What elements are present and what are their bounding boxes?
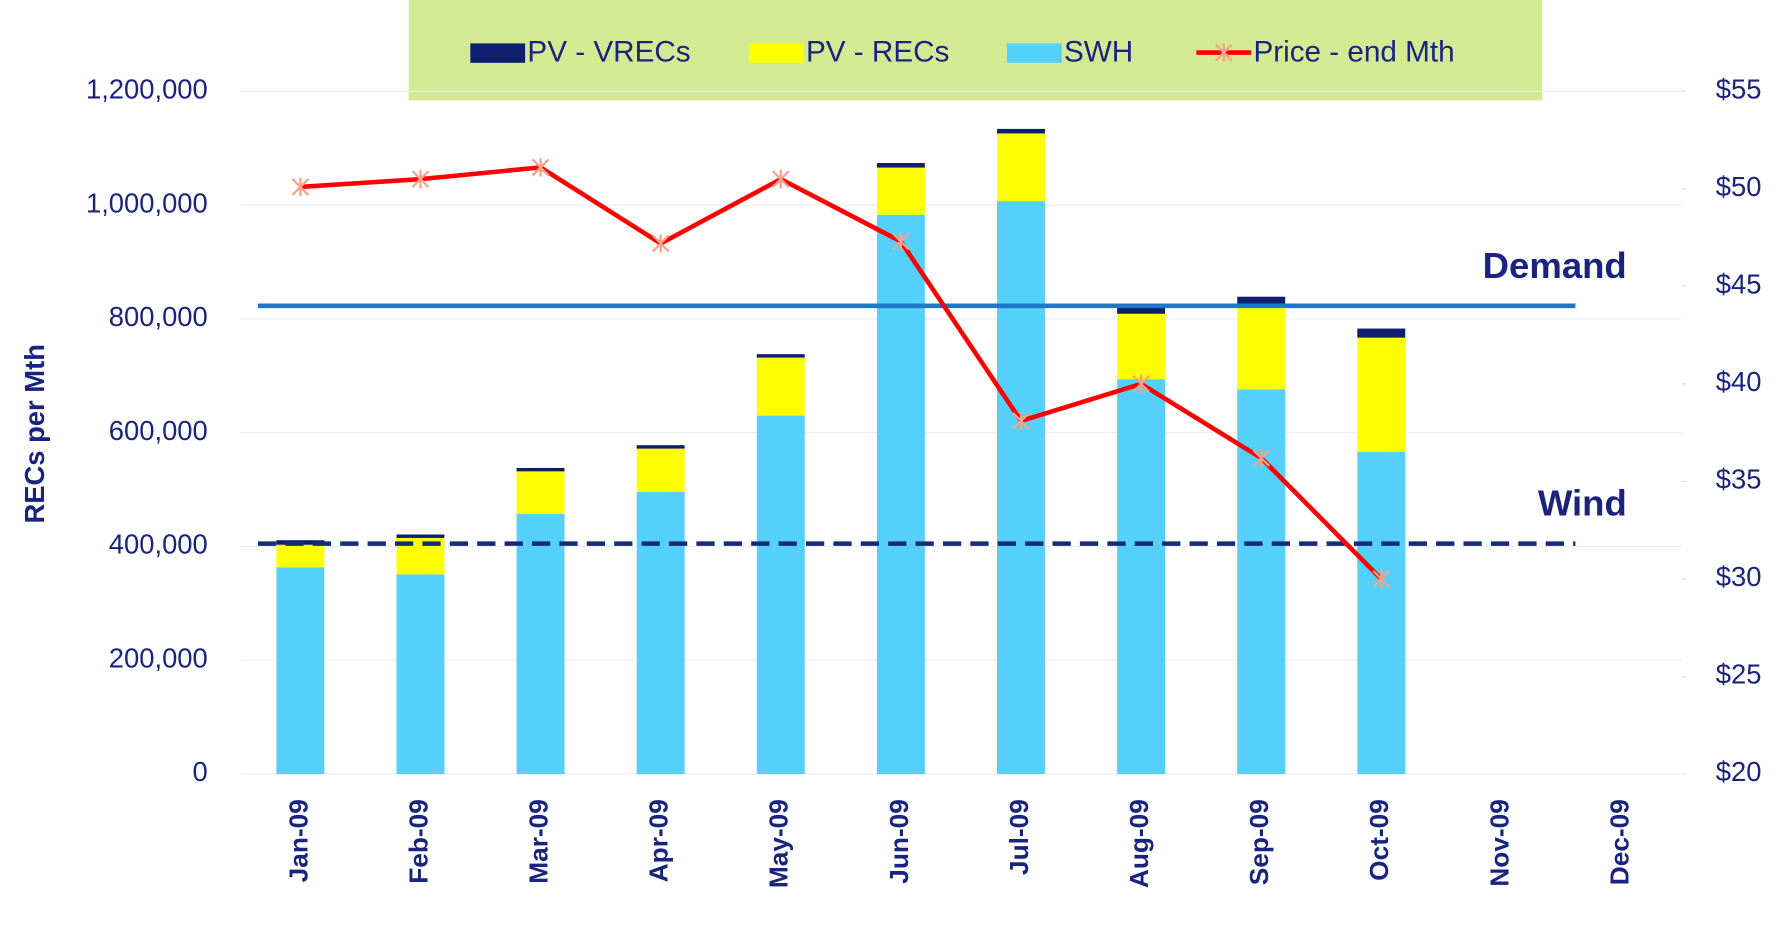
line-marker <box>291 177 310 197</box>
bar-segment <box>1117 379 1166 775</box>
y-tick-label: 600,000 <box>109 415 208 446</box>
bar-segment <box>756 354 805 358</box>
y-tick-label: 0 <box>193 756 208 787</box>
y2-tick-label: $50 <box>1716 171 1762 202</box>
bar-segment <box>636 491 685 775</box>
y2-tick-label: $55 <box>1716 74 1762 105</box>
legend-label: SWH <box>1064 36 1133 69</box>
legend-swatch <box>470 43 526 63</box>
bar-segment <box>516 514 565 775</box>
x-tick-label: Oct-09 <box>1364 799 1394 881</box>
bar-segment <box>756 415 805 775</box>
x-tick-label: Nov-09 <box>1484 799 1514 887</box>
y2-tick-label: $30 <box>1716 561 1762 592</box>
y-tick-label: 800,000 <box>109 301 208 332</box>
line-marker <box>1214 43 1233 62</box>
bar-segment <box>516 467 565 472</box>
bar-segment <box>1117 313 1166 380</box>
line-marker <box>1372 569 1391 589</box>
y-tick-label: 1,200,000 <box>86 74 208 105</box>
y-tick-label: 200,000 <box>109 642 208 673</box>
bar-segment <box>876 163 925 168</box>
bar-segment <box>1117 305 1166 314</box>
y-tick-label: 400,000 <box>109 529 208 560</box>
x-tick-label: Dec-09 <box>1604 799 1634 885</box>
line-marker <box>892 232 910 251</box>
y-axis-label: RECs per Mth <box>19 344 50 523</box>
bar-segment <box>1357 337 1406 453</box>
bar-segment <box>997 201 1045 775</box>
bar-segment <box>1357 452 1406 775</box>
x-tick-label: Jan-09 <box>283 799 313 882</box>
bar-segment <box>636 448 685 492</box>
bar-segment <box>876 214 925 775</box>
bar-segment <box>396 534 445 538</box>
bar-segment <box>997 128 1045 134</box>
y-tick-label: 1,000,000 <box>86 187 208 218</box>
x-tick-label: May-09 <box>764 799 794 888</box>
bar-segment <box>516 471 565 515</box>
reference-label: Demand <box>1483 245 1627 286</box>
bar-segment <box>1237 305 1286 390</box>
x-tick-label: Jul-09 <box>1004 799 1034 875</box>
line-marker <box>411 169 430 189</box>
reference-label: Wind <box>1538 483 1627 524</box>
legend-swatch <box>1006 43 1062 63</box>
line-marker <box>1132 374 1150 394</box>
line-marker <box>1012 411 1030 431</box>
line-marker <box>771 169 790 189</box>
y2-tick-label: $20 <box>1716 756 1762 787</box>
bar-segment <box>636 445 685 449</box>
x-tick-label: Aug-09 <box>1124 799 1154 888</box>
legend-label: PV - RECs <box>806 36 949 69</box>
x-tick-label: Sep-09 <box>1244 799 1274 885</box>
line-marker <box>651 234 670 253</box>
legend-label: Price - end Mth <box>1253 36 1454 69</box>
x-tick-label: Feb-09 <box>403 799 433 884</box>
y2-tick-label: $40 <box>1716 366 1762 397</box>
legend-swatch <box>748 43 804 63</box>
line-marker <box>531 158 550 177</box>
y2-tick-label: $45 <box>1716 269 1762 300</box>
bar-segment <box>396 574 445 775</box>
bar-segment <box>756 357 805 416</box>
price-line <box>300 165 1383 581</box>
bar-segment <box>876 167 925 215</box>
bar-segment <box>276 567 325 775</box>
bar-segment <box>276 544 325 568</box>
legend-box <box>408 0 1543 101</box>
bar-segment <box>1357 328 1406 338</box>
x-tick-label: Apr-09 <box>644 799 674 882</box>
bar-segment <box>1237 296 1286 306</box>
y2-tick-label: $35 <box>1716 464 1762 495</box>
bar-segment <box>997 133 1045 202</box>
y2-tick-label: $25 <box>1716 659 1762 690</box>
line-marker <box>1252 448 1270 468</box>
x-tick-label: Mar-09 <box>524 799 554 884</box>
legend-label: PV - VRECs <box>527 36 690 69</box>
x-tick-label: Jun-09 <box>884 799 914 884</box>
